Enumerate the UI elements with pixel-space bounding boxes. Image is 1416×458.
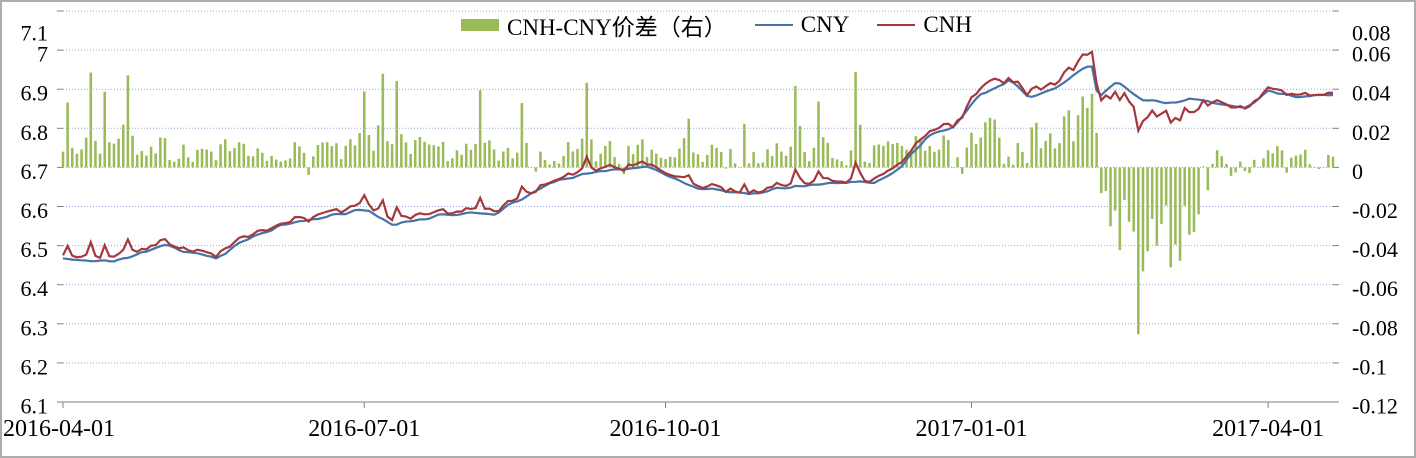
svg-text:-0.02: -0.02 xyxy=(1352,198,1398,223)
svg-text:-0.1: -0.1 xyxy=(1352,354,1387,379)
svg-text:-0.12: -0.12 xyxy=(1352,394,1398,419)
svg-text:2017-01-01: 2017-01-01 xyxy=(915,416,1027,442)
svg-text:0.04: 0.04 xyxy=(1352,81,1391,106)
svg-text:0: 0 xyxy=(1352,159,1363,184)
svg-text:6.9: 6.9 xyxy=(21,81,49,106)
svg-text:6.8: 6.8 xyxy=(21,120,49,145)
svg-text:0.08: 0.08 xyxy=(1352,21,1391,46)
svg-text:6.2: 6.2 xyxy=(21,354,49,379)
svg-text:2016-04-01: 2016-04-01 xyxy=(3,416,115,442)
svg-text:6.1: 6.1 xyxy=(21,394,49,419)
svg-text:7.1: 7.1 xyxy=(21,21,49,46)
svg-text:6.6: 6.6 xyxy=(21,198,49,223)
svg-text:2016-10-01: 2016-10-01 xyxy=(610,416,722,442)
svg-text:2016-07-01: 2016-07-01 xyxy=(308,416,420,442)
svg-text:2017-04-01: 2017-04-01 xyxy=(1212,416,1324,442)
svg-text:-0.08: -0.08 xyxy=(1352,315,1398,340)
svg-text:0.02: 0.02 xyxy=(1352,120,1391,145)
svg-text:6.3: 6.3 xyxy=(21,315,49,340)
svg-text:6.7: 6.7 xyxy=(21,159,49,184)
svg-text:6.5: 6.5 xyxy=(21,237,49,262)
svg-text:-0.06: -0.06 xyxy=(1352,276,1398,301)
svg-text:6.4: 6.4 xyxy=(21,276,49,301)
svg-text:-0.04: -0.04 xyxy=(1352,237,1398,262)
